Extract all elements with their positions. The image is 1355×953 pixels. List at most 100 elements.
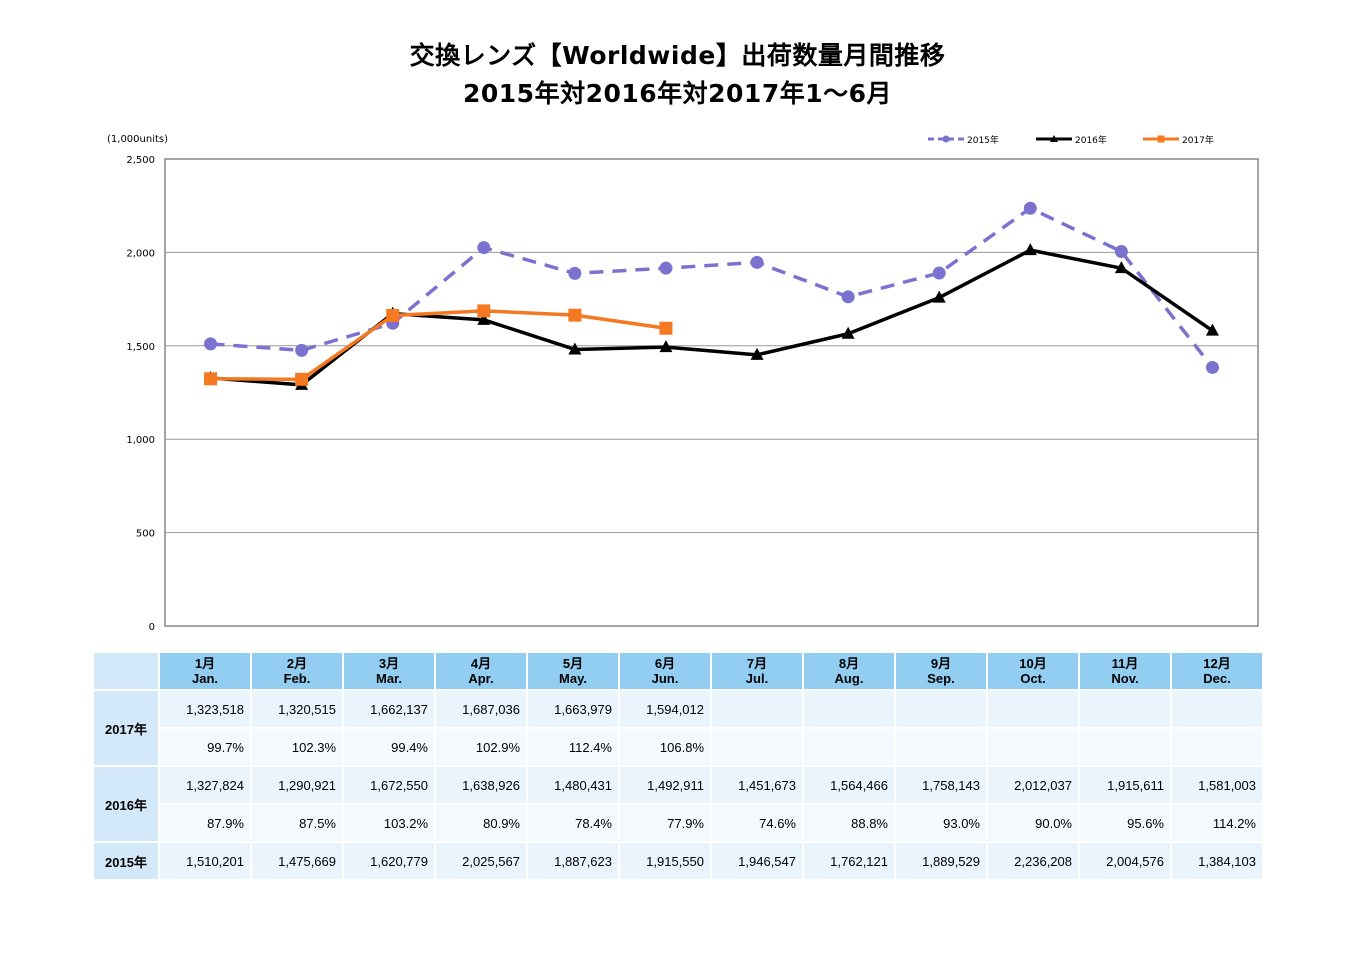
value-cell xyxy=(986,689,1080,729)
legend-label: 2016年 xyxy=(1075,134,1107,146)
data-point-circle xyxy=(1205,360,1219,374)
ratio-cell: 78.4% xyxy=(526,803,620,843)
data-point-square xyxy=(386,309,400,323)
data-point-triangle xyxy=(841,326,855,339)
y-tick-label: 500 xyxy=(136,529,155,540)
legend-label: 2015年 xyxy=(967,134,999,146)
table-corner-cell xyxy=(92,651,160,691)
ratio-cell xyxy=(986,727,1080,767)
data-point-triangle xyxy=(1023,243,1037,256)
table-row-ratio: 87.9% 87.5% 103.2% 80.9% 78.4% 77.9% 74.6% 88.8… xyxy=(93,803,1264,843)
ratio-cell: 99.4% xyxy=(342,727,436,767)
table-row: 2015年 1,510,201 1,475,669 1,620,779 2,025,56… xyxy=(92,841,1264,881)
value-cell: 1,638,926 xyxy=(434,765,528,805)
month-en-label: Jul. xyxy=(745,671,769,686)
ratio-cell: 95.6% xyxy=(1078,803,1172,843)
value-cell: 1,687,036 xyxy=(434,689,528,729)
value-cell xyxy=(710,689,804,729)
data-point-circle xyxy=(932,266,946,280)
month-jp-label: 3月 xyxy=(378,656,400,671)
value-cell: 1,475,669 xyxy=(250,841,344,881)
chart-title: 交換レンズ【Worldwide】出荷数量月間推移 xyxy=(409,41,946,70)
table-row-ratio: 99.7% 102.3% 99.4% 102.9% 112.4% 106.8% xyxy=(93,727,1264,767)
month-jp-label: 6月 xyxy=(654,656,676,671)
month-header: 6月 Jun. xyxy=(618,651,712,691)
data-point-square xyxy=(659,321,673,335)
data-point-triangle xyxy=(1114,261,1128,274)
ratio-cell xyxy=(1078,727,1172,767)
value-cell xyxy=(802,689,896,729)
ratio-cell: 88.8% xyxy=(802,803,896,843)
month-jp-label: 1月 xyxy=(194,656,216,671)
ratio-cell: 77.9% xyxy=(618,803,712,843)
data-point-square xyxy=(477,304,491,318)
month-header: 8月 Aug. xyxy=(802,651,896,691)
month-en-label: Mar. xyxy=(375,671,402,686)
value-cell: 1,594,012 xyxy=(618,689,712,729)
month-jp-label: 9月 xyxy=(930,656,952,671)
month-header: 12月 Dec. xyxy=(1170,651,1264,691)
table-row: 2016年 1,327,824 1,290,921 1,672,550 1,638,92… xyxy=(92,765,1264,843)
month-en-label: Nov. xyxy=(1111,671,1139,686)
data-table: 1月 Jan. 2月 Feb. 3月 Mar. 4月 Apr. 5月 May. 6月 Jun. 7月 Ju… xyxy=(92,651,1264,881)
ratio-cell: 87.5% xyxy=(250,803,344,843)
plot-area xyxy=(164,158,1259,627)
month-jp-label: 5月 xyxy=(562,656,584,671)
series-2017年 xyxy=(204,304,673,386)
value-cell: 1,384,103 xyxy=(1170,841,1264,881)
row-year-label: 2016年 xyxy=(92,765,160,843)
ratio-cell: 93.0% xyxy=(894,803,988,843)
value-cell: 2,025,567 xyxy=(434,841,528,881)
data-point-square xyxy=(568,308,582,322)
month-en-label: Oct. xyxy=(1020,671,1046,686)
value-cell: 1,889,529 xyxy=(894,841,988,881)
value-cell: 1,451,673 xyxy=(710,765,804,805)
data-point-circle xyxy=(204,337,218,351)
ratio-cell: 74.6% xyxy=(710,803,804,843)
value-cell: 1,672,550 xyxy=(342,765,436,805)
month-jp-label: 4月 xyxy=(470,656,492,671)
y-tick-label: 1,000 xyxy=(126,435,155,446)
month-header: 11月 Nov. xyxy=(1078,651,1172,691)
ratio-cell: 87.9% xyxy=(158,803,252,843)
legend-item: 2017年 xyxy=(1143,134,1214,146)
ratio-cell xyxy=(710,727,804,767)
month-en-label: Feb. xyxy=(283,671,311,686)
legend-item: 2016年 xyxy=(1036,134,1107,146)
ratio-cell: 112.4% xyxy=(526,727,620,767)
month-en-label: May. xyxy=(559,671,587,686)
month-jp-label: 12月 xyxy=(1203,656,1231,671)
y-tick-label: 0 xyxy=(149,622,155,633)
month-header: 4月 Apr. xyxy=(434,651,528,691)
ratio-cell xyxy=(1170,727,1264,767)
month-en-label: Aug. xyxy=(834,671,864,686)
value-cell: 1,510,201 xyxy=(158,841,252,881)
data-point-triangle xyxy=(750,347,764,360)
value-cell: 2,012,037 xyxy=(986,765,1080,805)
value-cell xyxy=(1170,689,1264,729)
month-en-label: Jan. xyxy=(191,671,218,686)
table-header-row: 1月 Jan. 2月 Feb. 3月 Mar. 4月 Apr. 5月 May. 6月 Jun. 7月 Ju… xyxy=(92,651,1264,691)
value-cell: 1,480,431 xyxy=(526,765,620,805)
data-point-circle xyxy=(659,261,673,275)
month-header: 7月 Jul. xyxy=(710,651,804,691)
y-unit-label: (1,000units) xyxy=(107,134,168,145)
row-year-label: 2015年 xyxy=(92,841,160,881)
ratio-cell: 80.9% xyxy=(434,803,528,843)
data-point-circle xyxy=(1114,245,1128,259)
month-header: 9月 Sep. xyxy=(894,651,988,691)
value-cell: 1,762,121 xyxy=(802,841,896,881)
month-header: 2月 Feb. xyxy=(250,651,344,691)
value-cell xyxy=(894,689,988,729)
legend-label: 2017年 xyxy=(1182,134,1214,146)
data-point-circle xyxy=(568,266,582,280)
data-point-triangle xyxy=(1205,323,1219,336)
month-jp-label: 10月 xyxy=(1019,656,1047,671)
value-cell: 1,915,550 xyxy=(618,841,712,881)
data-point-circle xyxy=(295,343,309,357)
legend-marker xyxy=(1157,135,1165,143)
data-point-triangle xyxy=(477,312,491,325)
ratio-cell: 99.7% xyxy=(158,727,252,767)
value-cell: 1,887,623 xyxy=(526,841,620,881)
value-cell: 2,004,576 xyxy=(1078,841,1172,881)
